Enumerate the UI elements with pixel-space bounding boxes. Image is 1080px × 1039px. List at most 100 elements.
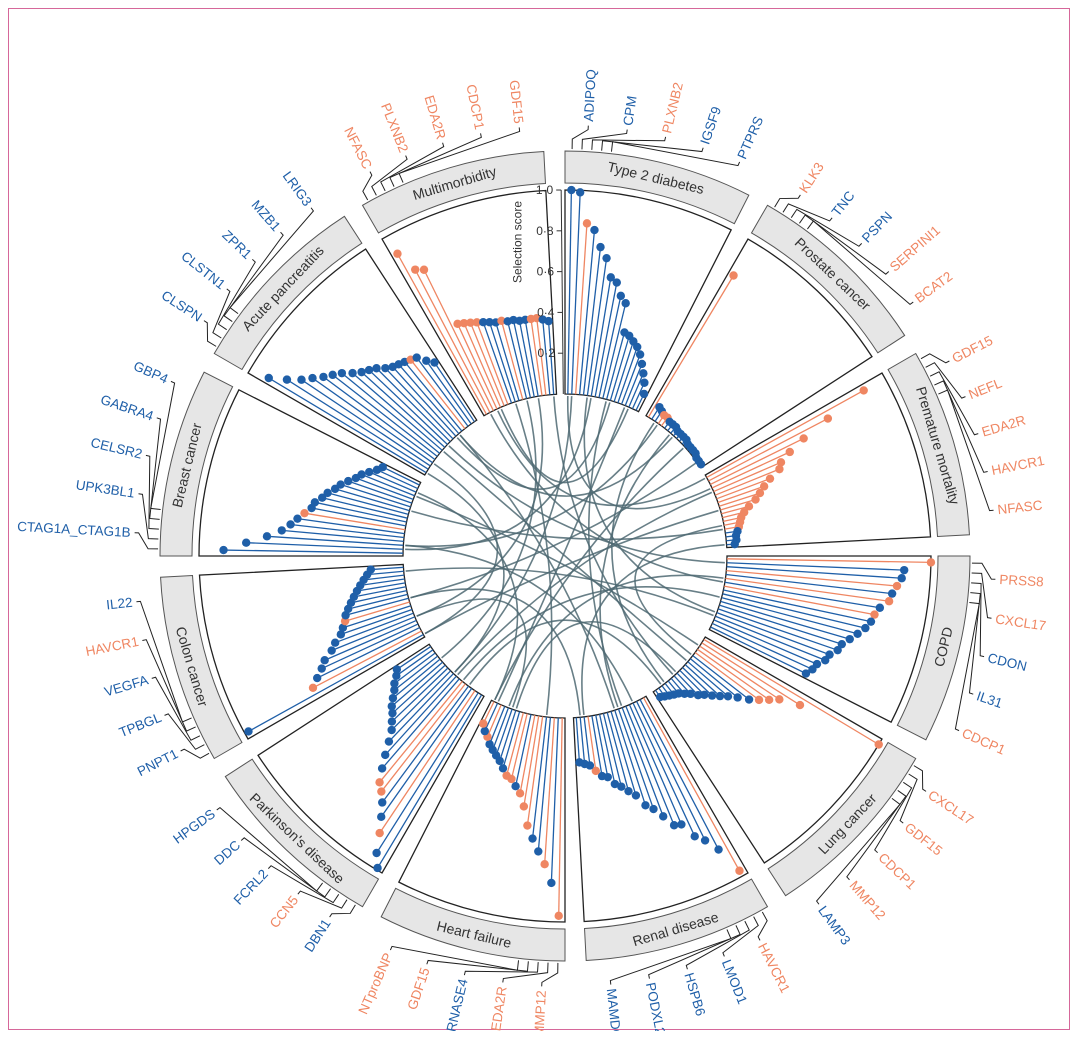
protein-label-pspn: PSPN xyxy=(859,209,895,246)
lollipop-point xyxy=(612,278,621,287)
chord-link xyxy=(459,434,673,497)
lollipop-point xyxy=(714,845,723,854)
lollipop-point xyxy=(897,574,906,583)
label-connector xyxy=(815,798,901,905)
lollipop-stem xyxy=(380,683,466,792)
lollipop-point xyxy=(754,695,764,705)
lollipop-stem xyxy=(404,361,463,432)
label-connector xyxy=(722,916,759,957)
lollipop-point xyxy=(616,291,626,301)
lollipop-stem xyxy=(689,658,739,698)
protein-label-havcr1: HAVCR1 xyxy=(990,453,1046,478)
lollipop-stem xyxy=(682,667,713,697)
lollipop-point xyxy=(328,370,337,380)
label-connector xyxy=(151,676,201,741)
lollipop-stem xyxy=(536,318,547,396)
score-tick-label: 1·0 xyxy=(536,183,554,197)
lollipop-stem xyxy=(579,717,586,765)
lollipop-stem xyxy=(304,512,406,531)
lollipop-stem xyxy=(396,646,432,670)
lollipop-stem xyxy=(312,377,433,464)
protein-label-ptprs: PTPRS xyxy=(734,114,766,161)
lollipop-stem xyxy=(301,379,431,467)
lollipop-stem xyxy=(379,690,476,834)
lollipop-stem xyxy=(694,651,760,701)
protein-label-hpgds: HPGDS xyxy=(170,806,218,846)
lollipop-stem xyxy=(342,605,412,629)
lollipop-stem xyxy=(725,577,890,602)
chord-link xyxy=(490,413,724,583)
lollipop-point xyxy=(387,725,396,735)
lollipop-point xyxy=(870,610,879,619)
lollipop-point xyxy=(744,502,754,511)
chord-link xyxy=(441,400,537,659)
protein-label-nfasc: NFASC xyxy=(997,498,1044,518)
lollipop-point xyxy=(775,695,784,704)
lollipop-point xyxy=(320,656,329,665)
lollipop-stem xyxy=(720,498,756,511)
label-connector xyxy=(223,231,284,322)
lollipop-stem xyxy=(708,417,829,482)
chord-link xyxy=(553,396,674,675)
chord-link xyxy=(469,619,662,686)
selection-score-axis: 0·2 0·4 0·6 0·8 1·0 Selection score xyxy=(511,183,564,395)
lollipop-point xyxy=(534,847,543,856)
lollipop-stem xyxy=(492,707,510,751)
protein-label-mmp12: MMP12 xyxy=(531,990,548,1031)
lollipop-point xyxy=(498,764,508,773)
lollipop-stem xyxy=(391,667,449,723)
label-connector xyxy=(971,572,992,619)
lollipop-point xyxy=(523,821,532,830)
chord-link xyxy=(462,586,720,681)
lollipop-stem xyxy=(495,708,513,756)
chord-link xyxy=(459,434,615,709)
lollipop-point xyxy=(378,462,387,472)
score-tick-label: 0·6 xyxy=(537,265,555,279)
lollipop-point xyxy=(602,253,611,263)
lollipop-stem xyxy=(524,319,539,397)
protein-label-tnc: TNC xyxy=(829,188,858,219)
lollipop-point xyxy=(390,679,399,688)
lollipop-point xyxy=(764,695,774,705)
lollipop-point xyxy=(282,375,292,384)
lollipop-stem xyxy=(723,589,872,623)
protein-label-eda2r: EDA2R xyxy=(488,985,509,1031)
label-connector xyxy=(581,129,628,150)
lollipop-stem xyxy=(379,680,463,783)
lollipop-point xyxy=(344,476,353,486)
lollipop-point xyxy=(338,623,348,632)
protein-label-lmod1: LMOD1 xyxy=(719,957,750,1006)
lollipop-stem xyxy=(684,664,721,697)
lollipop-point xyxy=(833,645,842,655)
lollipop-point xyxy=(384,737,394,746)
protein-label-plxnb2: PLXNB2 xyxy=(659,81,686,135)
lollipop-point xyxy=(241,538,251,547)
chord-link xyxy=(500,408,629,484)
protein-label-gdf15: GDF15 xyxy=(507,79,527,124)
lollipop-stem xyxy=(544,717,555,865)
chord-link xyxy=(411,510,723,541)
protein-label-vegfa: VEGFA xyxy=(103,672,150,699)
lollipop-point xyxy=(300,508,309,518)
lollipop-stem xyxy=(575,717,581,763)
lollipop-stem xyxy=(717,485,765,504)
lollipop-stem xyxy=(710,437,804,486)
segment-band-heart-failure xyxy=(380,887,566,962)
chord-link xyxy=(416,398,544,617)
lollipop-point xyxy=(853,629,862,638)
protein-label-mzb1: MZB1 xyxy=(248,197,283,234)
lollipop-point xyxy=(680,689,689,698)
lollipop-point xyxy=(357,470,366,479)
lollipop-point xyxy=(776,458,786,467)
protein-label-mamdc4: MAMDC4 xyxy=(604,988,625,1031)
protein-label-bcat2: BCAT2 xyxy=(912,269,955,306)
lollipop-point xyxy=(606,273,615,282)
chord-link xyxy=(405,424,658,547)
lollipop-point xyxy=(700,690,709,700)
lollipop-point xyxy=(319,372,328,382)
label-connector xyxy=(541,962,559,987)
lollipop-stem xyxy=(281,529,404,543)
protein-label-cpm: CPM xyxy=(620,95,639,127)
lollipop-stem xyxy=(715,615,826,661)
lollipop-point xyxy=(377,812,386,822)
